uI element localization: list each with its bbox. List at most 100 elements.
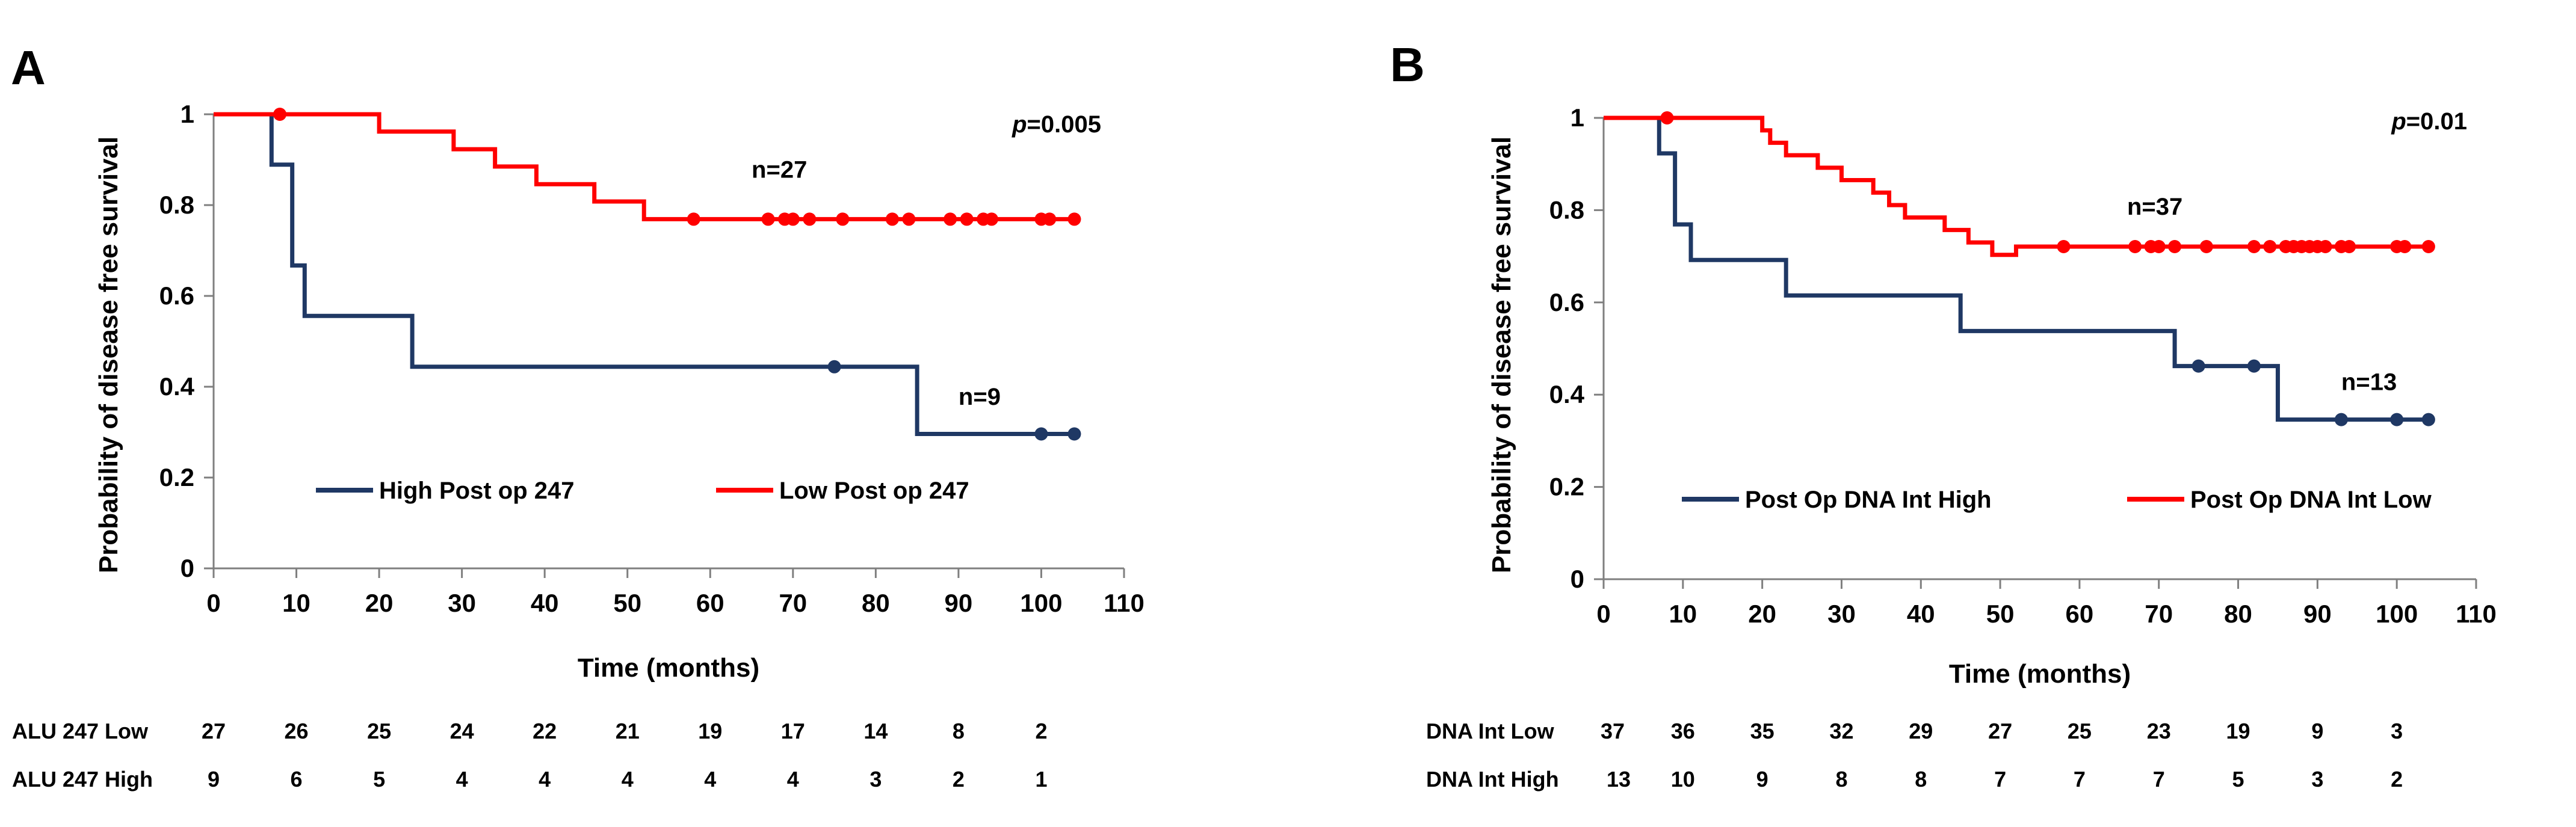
censor-mark: [1067, 212, 1081, 226]
risk-count: 27: [1988, 719, 2012, 743]
p-value: p=0.005: [1012, 111, 1101, 138]
risk-count: 3: [2311, 767, 2323, 792]
risk-count: 2: [953, 767, 965, 792]
x-tick-label: 70: [779, 589, 807, 617]
risk-count: 8: [1835, 767, 1847, 792]
n-label: n=9: [959, 384, 1001, 410]
censor-mark: [2168, 239, 2182, 253]
censor-mark: [2057, 239, 2071, 253]
x-tick-label: 90: [945, 589, 973, 617]
risk-count: 7: [2153, 767, 2165, 792]
risk-count: 3: [869, 767, 882, 792]
x-tick-label: 90: [2303, 600, 2332, 628]
risk-count: 10: [1671, 767, 1695, 792]
survival-curve-high: [1604, 115, 2429, 422]
censor-mark: [2421, 413, 2435, 426]
risk-count: 37: [1601, 719, 1625, 743]
x-tick-label: 100: [2376, 600, 2418, 628]
y-tick-label: 0.6: [159, 281, 194, 310]
censor-mark: [1067, 427, 1081, 441]
risk-count: 17: [781, 719, 805, 743]
y-tick-label: 0.2: [159, 463, 194, 491]
x-tick-label: 100: [1020, 589, 1062, 617]
x-tick-label: 20: [365, 589, 394, 617]
y-tick-label: 0: [181, 554, 194, 582]
risk-count: 9: [208, 767, 220, 792]
risk-count: 2: [2391, 767, 2403, 792]
x-tick-label: 60: [696, 589, 724, 617]
risk-count: 25: [367, 719, 391, 743]
y-tick-label: 1: [1571, 103, 1584, 132]
y-tick-label: 0.8: [159, 191, 194, 219]
legend-label: Post Op DNA Int High: [1745, 487, 1992, 513]
censor-mark: [960, 212, 974, 226]
y-tick-label: 0.4: [159, 372, 195, 401]
risk-count: 35: [1750, 719, 1774, 743]
censor-mark: [2390, 413, 2404, 426]
n-label: n=37: [2127, 194, 2182, 220]
risk-count: 9: [2311, 719, 2323, 743]
risk-count: 23: [2147, 719, 2171, 743]
y-axis-label: Probability of disease free survival: [94, 137, 123, 573]
risk-count: 4: [704, 767, 716, 792]
risk-row-label: DNA Int Low: [1426, 719, 1555, 743]
y-tick-label: 0.6: [1549, 288, 1584, 316]
x-tick-label: 110: [2456, 600, 2497, 628]
p-value: p=0.01: [2391, 108, 2467, 135]
risk-count: 25: [2068, 719, 2092, 743]
x-tick-label: 30: [448, 589, 476, 617]
x-tick-label: 30: [1827, 600, 1856, 628]
x-tick-label: 70: [2145, 600, 2173, 628]
censor-mark: [2318, 239, 2332, 253]
legend-label: High Post op 247: [379, 478, 575, 504]
survival-curve-low: [1604, 115, 2429, 257]
x-tick-label: 10: [1669, 600, 1697, 628]
risk-count: 27: [202, 719, 226, 743]
x-tick-label: 80: [2224, 600, 2252, 628]
y-tick-label: 0: [1571, 565, 1584, 593]
risk-count: 13: [1607, 767, 1631, 792]
panel-label: A: [11, 41, 46, 94]
risk-count: 4: [456, 767, 468, 792]
censor-mark: [827, 360, 841, 374]
x-tick-label: 10: [282, 589, 310, 617]
x-tick-label: 50: [1986, 600, 2015, 628]
risk-count: 8: [953, 719, 965, 743]
risk-count: 32: [1829, 719, 1853, 743]
risk-count: 24: [450, 719, 474, 743]
risk-row-label: DNA Int High: [1426, 767, 1559, 792]
censor-mark: [2247, 359, 2261, 373]
censor-mark: [2421, 239, 2435, 253]
risk-count: 5: [373, 767, 385, 792]
survival-curve-low: [214, 112, 1075, 221]
risk-count: 21: [616, 719, 640, 743]
x-tick-label: 50: [613, 589, 641, 617]
censor-mark: [273, 108, 287, 121]
y-tick-label: 0.4: [1549, 380, 1585, 408]
x-tick-label: 80: [862, 589, 890, 617]
censor-mark: [1660, 111, 1674, 125]
censor-mark: [1034, 427, 1048, 441]
risk-count: 19: [2226, 719, 2250, 743]
censor-mark: [944, 212, 957, 226]
censor-mark: [2152, 239, 2166, 253]
censor-mark: [2199, 239, 2213, 253]
censor-mark: [2128, 239, 2142, 253]
censor-mark: [984, 212, 998, 226]
panel-label: B: [1390, 38, 1425, 91]
censor-mark: [836, 212, 850, 226]
x-axis-label: Time (months): [578, 653, 759, 683]
risk-count: 3: [2391, 719, 2403, 743]
y-axis-label: Probability of disease free survival: [1487, 137, 1516, 573]
risk-count: 29: [1909, 719, 1933, 743]
risk-count: 14: [863, 719, 888, 743]
censor-mark: [2263, 239, 2277, 253]
x-axis-label: Time (months): [1949, 659, 2131, 689]
legend-label: Post Op DNA Int Low: [2190, 487, 2432, 513]
censor-mark: [2247, 239, 2261, 253]
censor-mark: [2343, 239, 2356, 253]
x-tick-label: 40: [1907, 600, 1935, 628]
censor-mark: [885, 212, 899, 226]
